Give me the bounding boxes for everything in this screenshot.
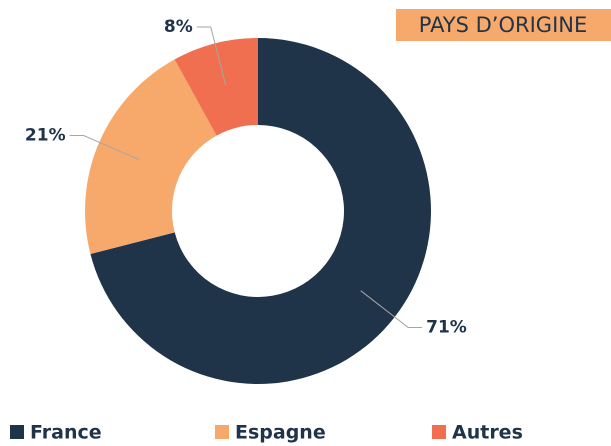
data-label: 8% xyxy=(164,17,193,37)
data-label: 71% xyxy=(426,317,467,337)
donut-slice xyxy=(90,38,432,384)
donut-slice xyxy=(84,59,217,255)
leader-line xyxy=(360,290,423,328)
legend-label: Autres xyxy=(452,422,523,444)
chart-title: PAYS D’ORIGINE xyxy=(419,13,588,37)
legend-swatch xyxy=(10,425,24,439)
legend-label: France xyxy=(30,422,102,444)
donut-slice xyxy=(174,38,258,136)
data-label: 21% xyxy=(25,126,66,146)
legend-swatch xyxy=(215,425,229,439)
legend-swatch xyxy=(432,425,446,439)
legend-label: Espagne xyxy=(235,422,326,444)
leader-line xyxy=(196,26,227,86)
leader-line xyxy=(69,135,139,160)
title-background xyxy=(396,9,611,41)
